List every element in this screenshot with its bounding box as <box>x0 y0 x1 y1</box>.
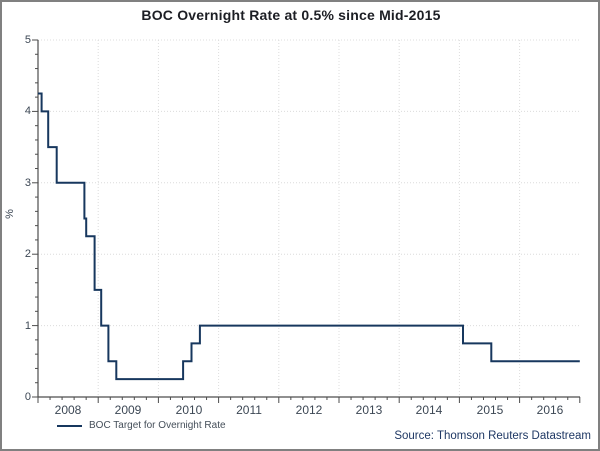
x-axis-tick-label: 2013 <box>355 403 383 417</box>
x-axis-tick-label: 2009 <box>114 403 142 417</box>
y-axis-tick-label: 5 <box>24 34 31 46</box>
x-axis-tick-label: 2011 <box>236 403 262 417</box>
x-axis-tick-label: 2010 <box>175 403 203 417</box>
y-axis-tick-label: 4 <box>24 105 31 117</box>
chart-title: BOC Overnight Rate at 0.5% since Mid-201… <box>141 7 441 23</box>
legend-line-swatch <box>57 425 82 427</box>
x-axis-tick-label: 2008 <box>54 403 82 417</box>
legend: BOC Target for Overnight Rate <box>57 419 226 433</box>
source-note: Source: Thomson Reuters Datastream <box>394 430 591 442</box>
y-axis-tick-label: 2 <box>24 248 31 260</box>
rate-step-line <box>38 92 580 381</box>
x-axis-tick-label: 2016 <box>536 403 564 417</box>
y-axis-tick-label: 1 <box>24 320 31 332</box>
y-axis-tick-label: 0 <box>24 391 31 403</box>
x-axis-tick-label: 2012 <box>295 403 323 417</box>
y-axis-title: % <box>4 209 16 219</box>
legend-label: BOC Target for Overnight Rate <box>89 420 226 431</box>
y-axis-tick-label: 3 <box>24 177 31 189</box>
x-axis-tick-label: 2015 <box>476 403 504 417</box>
x-axis-tick-label: 2014 <box>415 403 443 417</box>
